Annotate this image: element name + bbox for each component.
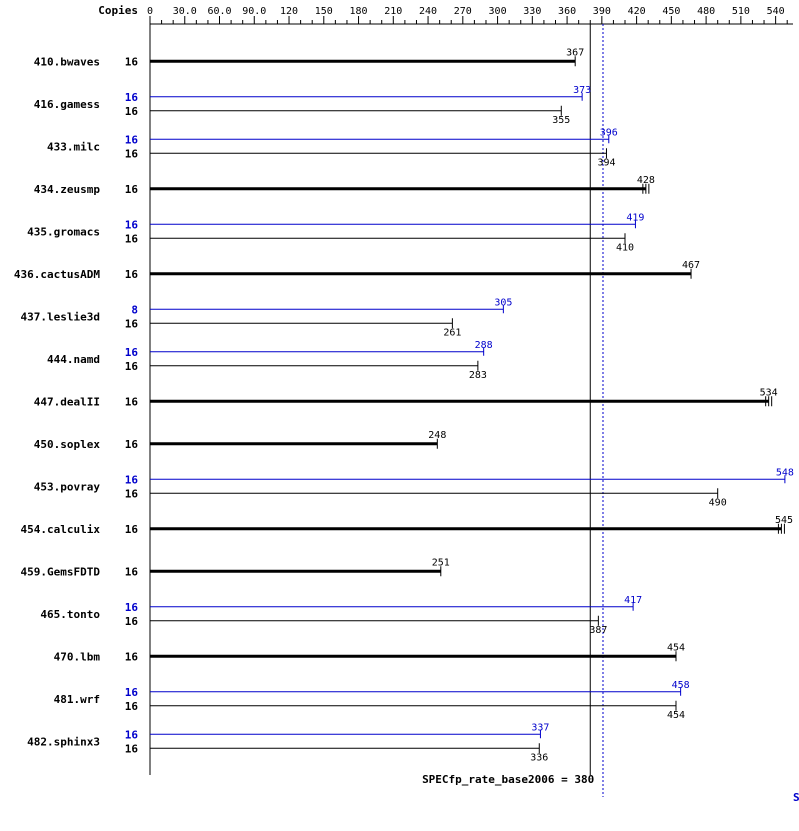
x-tick-label: 270 [454, 6, 472, 17]
base-copies: 16 [125, 700, 139, 713]
x-tick-label: 510 [732, 6, 750, 17]
base-value-label: 387 [589, 625, 607, 636]
chart-svg: 0 30.0 60.0 90.0 120 150 180 210 240 270 300 330 360… [0, 0, 799, 831]
peak-value-label: 396 [600, 127, 618, 138]
peak-value-label: 458 [672, 680, 690, 691]
x-tick-label: 450 [662, 6, 680, 17]
x-tick-label: 150 [315, 6, 333, 17]
base-copies: 16 [125, 395, 139, 408]
base-copies: 16 [125, 55, 139, 68]
base-value-label: 248 [428, 430, 446, 441]
footer-peak-label: SPECfp_rate2006 = 391 [793, 791, 799, 804]
base-value-label: 410 [616, 242, 634, 253]
benchmark-label: 416.gamess [34, 98, 100, 111]
peak-copies: 16 [125, 346, 139, 359]
base-value-label: 454 [667, 710, 685, 721]
benchmark-label: 444.namd [47, 353, 100, 366]
benchmark-label: 482.sphinx3 [27, 735, 100, 748]
benchmark-label: 470.lbm [54, 650, 101, 663]
peak-value-label: 419 [626, 212, 644, 223]
footer-base-label: SPECfp_rate_base2006 = 380 [422, 773, 594, 786]
benchmark-label: 434.zeusmp [34, 183, 101, 196]
base-value-label: 545 [775, 515, 793, 526]
peak-copies: 16 [125, 91, 139, 104]
base-copies: 16 [125, 523, 139, 536]
base-copies: 16 [125, 317, 139, 330]
x-tick-label: 240 [419, 6, 437, 17]
peak-copies: 16 [125, 218, 139, 231]
benchmark-label: 437.leslie3d [21, 310, 100, 323]
base-value-label: 428 [637, 175, 655, 186]
base-copies: 16 [125, 742, 139, 755]
benchmark-label: 433.milc [47, 140, 100, 153]
peak-copies: 16 [125, 133, 139, 146]
peak-value-label: 305 [494, 297, 512, 308]
base-copies: 16 [125, 183, 139, 196]
base-copies: 16 [125, 615, 139, 628]
benchmark-label: 481.wrf [54, 693, 100, 706]
peak-value-label: 417 [624, 595, 642, 606]
peak-value-label: 288 [475, 340, 493, 351]
x-tick-label: 540 [767, 6, 785, 17]
x-tick-label: 330 [523, 6, 541, 17]
base-value-label: 394 [597, 157, 615, 168]
x-tick-label: 30.0 [173, 6, 197, 17]
peak-copies: 8 [131, 303, 138, 316]
benchmark-label: 454.calculix [21, 523, 101, 536]
base-copies: 16 [125, 232, 139, 245]
peak-value-label: 373 [573, 85, 591, 96]
benchmark-label: 435.gromacs [27, 225, 100, 238]
peak-copies: 16 [125, 601, 139, 614]
benchmark-label: 447.dealII [34, 395, 100, 408]
base-copies: 16 [125, 438, 139, 451]
base-value-label: 355 [552, 115, 570, 126]
peak-copies: 16 [125, 473, 139, 486]
x-tick-label: 420 [628, 6, 646, 17]
base-value-label: 534 [760, 387, 778, 398]
base-value-label: 251 [432, 557, 450, 568]
benchmark-label: 436.cactusADM [14, 268, 100, 281]
x-tick-label: 60.0 [207, 6, 231, 17]
base-copies: 16 [125, 268, 139, 281]
benchmark-label: 459.GemsFDTD [21, 565, 101, 578]
peak-value-label: 337 [531, 722, 549, 733]
x-tick-label: 300 [489, 6, 507, 17]
peak-copies: 16 [125, 686, 139, 699]
base-copies: 16 [125, 360, 139, 373]
copies-header: Copies [98, 4, 138, 17]
benchmark-label: 410.bwaves [34, 55, 100, 68]
base-value-label: 283 [469, 370, 487, 381]
base-value-label: 336 [530, 752, 548, 763]
base-value-label: 454 [667, 642, 685, 653]
x-tick-label: 210 [384, 6, 402, 17]
base-value-label: 467 [682, 260, 700, 271]
base-value-label: 261 [443, 327, 461, 338]
base-copies: 16 [125, 105, 139, 118]
benchmark-label: 465.tonto [40, 608, 100, 621]
x-tick-label: 480 [697, 6, 715, 17]
base-copies: 16 [125, 147, 139, 160]
base-copies: 16 [125, 650, 139, 663]
benchmark-label: 453.povray [34, 480, 101, 493]
benchmark-label: 450.soplex [34, 438, 101, 451]
x-tick-label: 120 [280, 6, 298, 17]
spec-chart: 0 30.0 60.0 90.0 120 150 180 210 240 270 300 330 360… [0, 0, 799, 831]
base-value-label: 490 [709, 497, 727, 508]
x-tick-label: 0 [147, 6, 153, 17]
x-tick-label: 360 [558, 6, 576, 17]
base-value-label: 367 [566, 47, 584, 58]
x-tick-label: 90.0 [242, 6, 266, 17]
peak-copies: 16 [125, 728, 139, 741]
base-copies: 16 [125, 487, 139, 500]
base-copies: 16 [125, 565, 139, 578]
peak-value-label: 548 [776, 467, 794, 478]
x-tick-label: 390 [593, 6, 611, 17]
x-tick-label: 180 [350, 6, 368, 17]
